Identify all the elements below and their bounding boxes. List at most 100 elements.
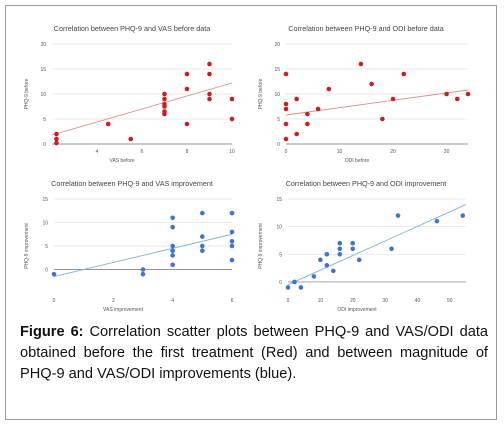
- y-tick-label: 10: [40, 92, 46, 98]
- data-point: [200, 248, 205, 253]
- y-tick-label: 0: [45, 268, 48, 274]
- figure-label: Figure 6:: [20, 324, 84, 340]
- figure-frame: [5, 5, 497, 420]
- y-tick-label: 5: [45, 244, 48, 250]
- data-point: [356, 257, 362, 263]
- figure-caption: Figure 6: Correlation scatter plots betw…: [20, 322, 488, 385]
- y-tick-label: 15: [274, 67, 280, 73]
- y-axis-label: PHQ-9 improvement: [258, 223, 264, 269]
- data-point: [162, 104, 167, 109]
- x-tick-label: 2: [112, 298, 115, 304]
- x-axis-label: VAS before: [109, 158, 134, 164]
- data-point: [283, 121, 289, 127]
- data-point: [229, 239, 235, 244]
- data-point: [324, 251, 330, 257]
- x-tick-label: 30: [382, 298, 388, 304]
- data-point: [465, 91, 471, 97]
- data-point: [200, 243, 205, 249]
- chart-title: Correlation between PHQ-9 and VAS improv…: [51, 179, 213, 188]
- data-point: [140, 267, 146, 272]
- trendline: [51, 82, 233, 136]
- x-tick-label: 40: [415, 298, 421, 304]
- data-point: [292, 279, 297, 285]
- y-tick-label: 15: [276, 197, 282, 203]
- data-point: [162, 91, 167, 97]
- data-point: [162, 111, 167, 117]
- data-point: [337, 246, 343, 252]
- data-point: [207, 96, 212, 102]
- chart-phq-odi-improvement: Correlation between PHQ-9 and ODI improv…: [252, 173, 480, 315]
- y-tick-label: 0: [43, 142, 46, 148]
- y-tick-label: 0: [279, 280, 282, 286]
- data-point: [184, 71, 190, 77]
- data-point: [184, 121, 190, 127]
- data-point: [170, 224, 175, 230]
- chart-phq-odi-before: Correlation between PHQ-9 and ODI before…: [252, 18, 480, 166]
- x-axis-label: ODI before: [345, 158, 370, 164]
- y-tick-label: 5: [43, 117, 46, 123]
- data-point: [283, 71, 289, 77]
- data-point: [283, 136, 289, 142]
- y-tick-label: 15: [40, 67, 46, 73]
- data-point: [350, 246, 356, 252]
- y-tick-label: 0: [277, 142, 280, 148]
- x-tick-label: 20: [350, 298, 356, 304]
- trendline: [285, 89, 469, 116]
- chart-title: Correlation between PHQ-9 and ODI before…: [288, 24, 443, 33]
- data-point: [444, 91, 449, 97]
- x-tick-label: 10: [318, 298, 324, 304]
- data-point: [170, 262, 175, 268]
- trendline: [287, 204, 467, 286]
- data-point: [229, 96, 235, 102]
- data-point: [162, 96, 167, 102]
- chart-phq-vas-improvement: Correlation between PHQ-9 and VAS improv…: [18, 173, 246, 315]
- data-point: [207, 71, 212, 77]
- data-point: [434, 218, 440, 224]
- data-point: [229, 229, 235, 235]
- data-point: [170, 253, 175, 258]
- data-point: [395, 213, 401, 218]
- data-point: [54, 136, 59, 142]
- x-tick-label: 10: [229, 149, 235, 155]
- data-point: [326, 86, 332, 92]
- y-tick-label: 5: [279, 252, 282, 258]
- data-point: [229, 116, 235, 122]
- data-point: [285, 285, 291, 290]
- data-point: [305, 121, 310, 127]
- data-point: [337, 251, 343, 257]
- x-tick-label: 0: [53, 298, 56, 304]
- y-tick-label: 10: [274, 92, 280, 98]
- data-point: [140, 271, 146, 277]
- data-point: [283, 106, 289, 112]
- y-tick-label: 20: [274, 42, 280, 48]
- x-axis-label: ODI improvement: [337, 307, 377, 313]
- x-tick-label: 4: [96, 149, 99, 155]
- data-point: [207, 61, 212, 67]
- data-point: [389, 246, 394, 252]
- data-point: [318, 257, 323, 263]
- data-point: [170, 243, 175, 249]
- y-tick-label: 5: [277, 117, 280, 123]
- x-tick-label: 30: [444, 149, 450, 155]
- y-tick-label: 10: [276, 225, 282, 231]
- data-point: [298, 285, 304, 290]
- data-point: [170, 215, 175, 221]
- x-tick-label: 6: [231, 298, 234, 304]
- data-point: [315, 106, 321, 112]
- x-tick-label: 0: [285, 149, 288, 155]
- data-point: [229, 210, 235, 216]
- data-point: [229, 243, 235, 249]
- data-point: [294, 131, 300, 137]
- x-tick-label: 10: [337, 149, 343, 155]
- x-tick-label: 0: [287, 298, 290, 304]
- data-point: [229, 257, 235, 263]
- data-point: [294, 96, 300, 102]
- chart-title: Correlation between PHQ-9 and VAS before…: [54, 24, 211, 33]
- data-point: [401, 71, 407, 77]
- y-axis-label: PHQ-9 before: [24, 78, 30, 109]
- data-point: [337, 240, 343, 246]
- data-point: [390, 96, 396, 102]
- trendline: [53, 233, 233, 277]
- data-point: [311, 274, 317, 279]
- data-point: [454, 96, 460, 102]
